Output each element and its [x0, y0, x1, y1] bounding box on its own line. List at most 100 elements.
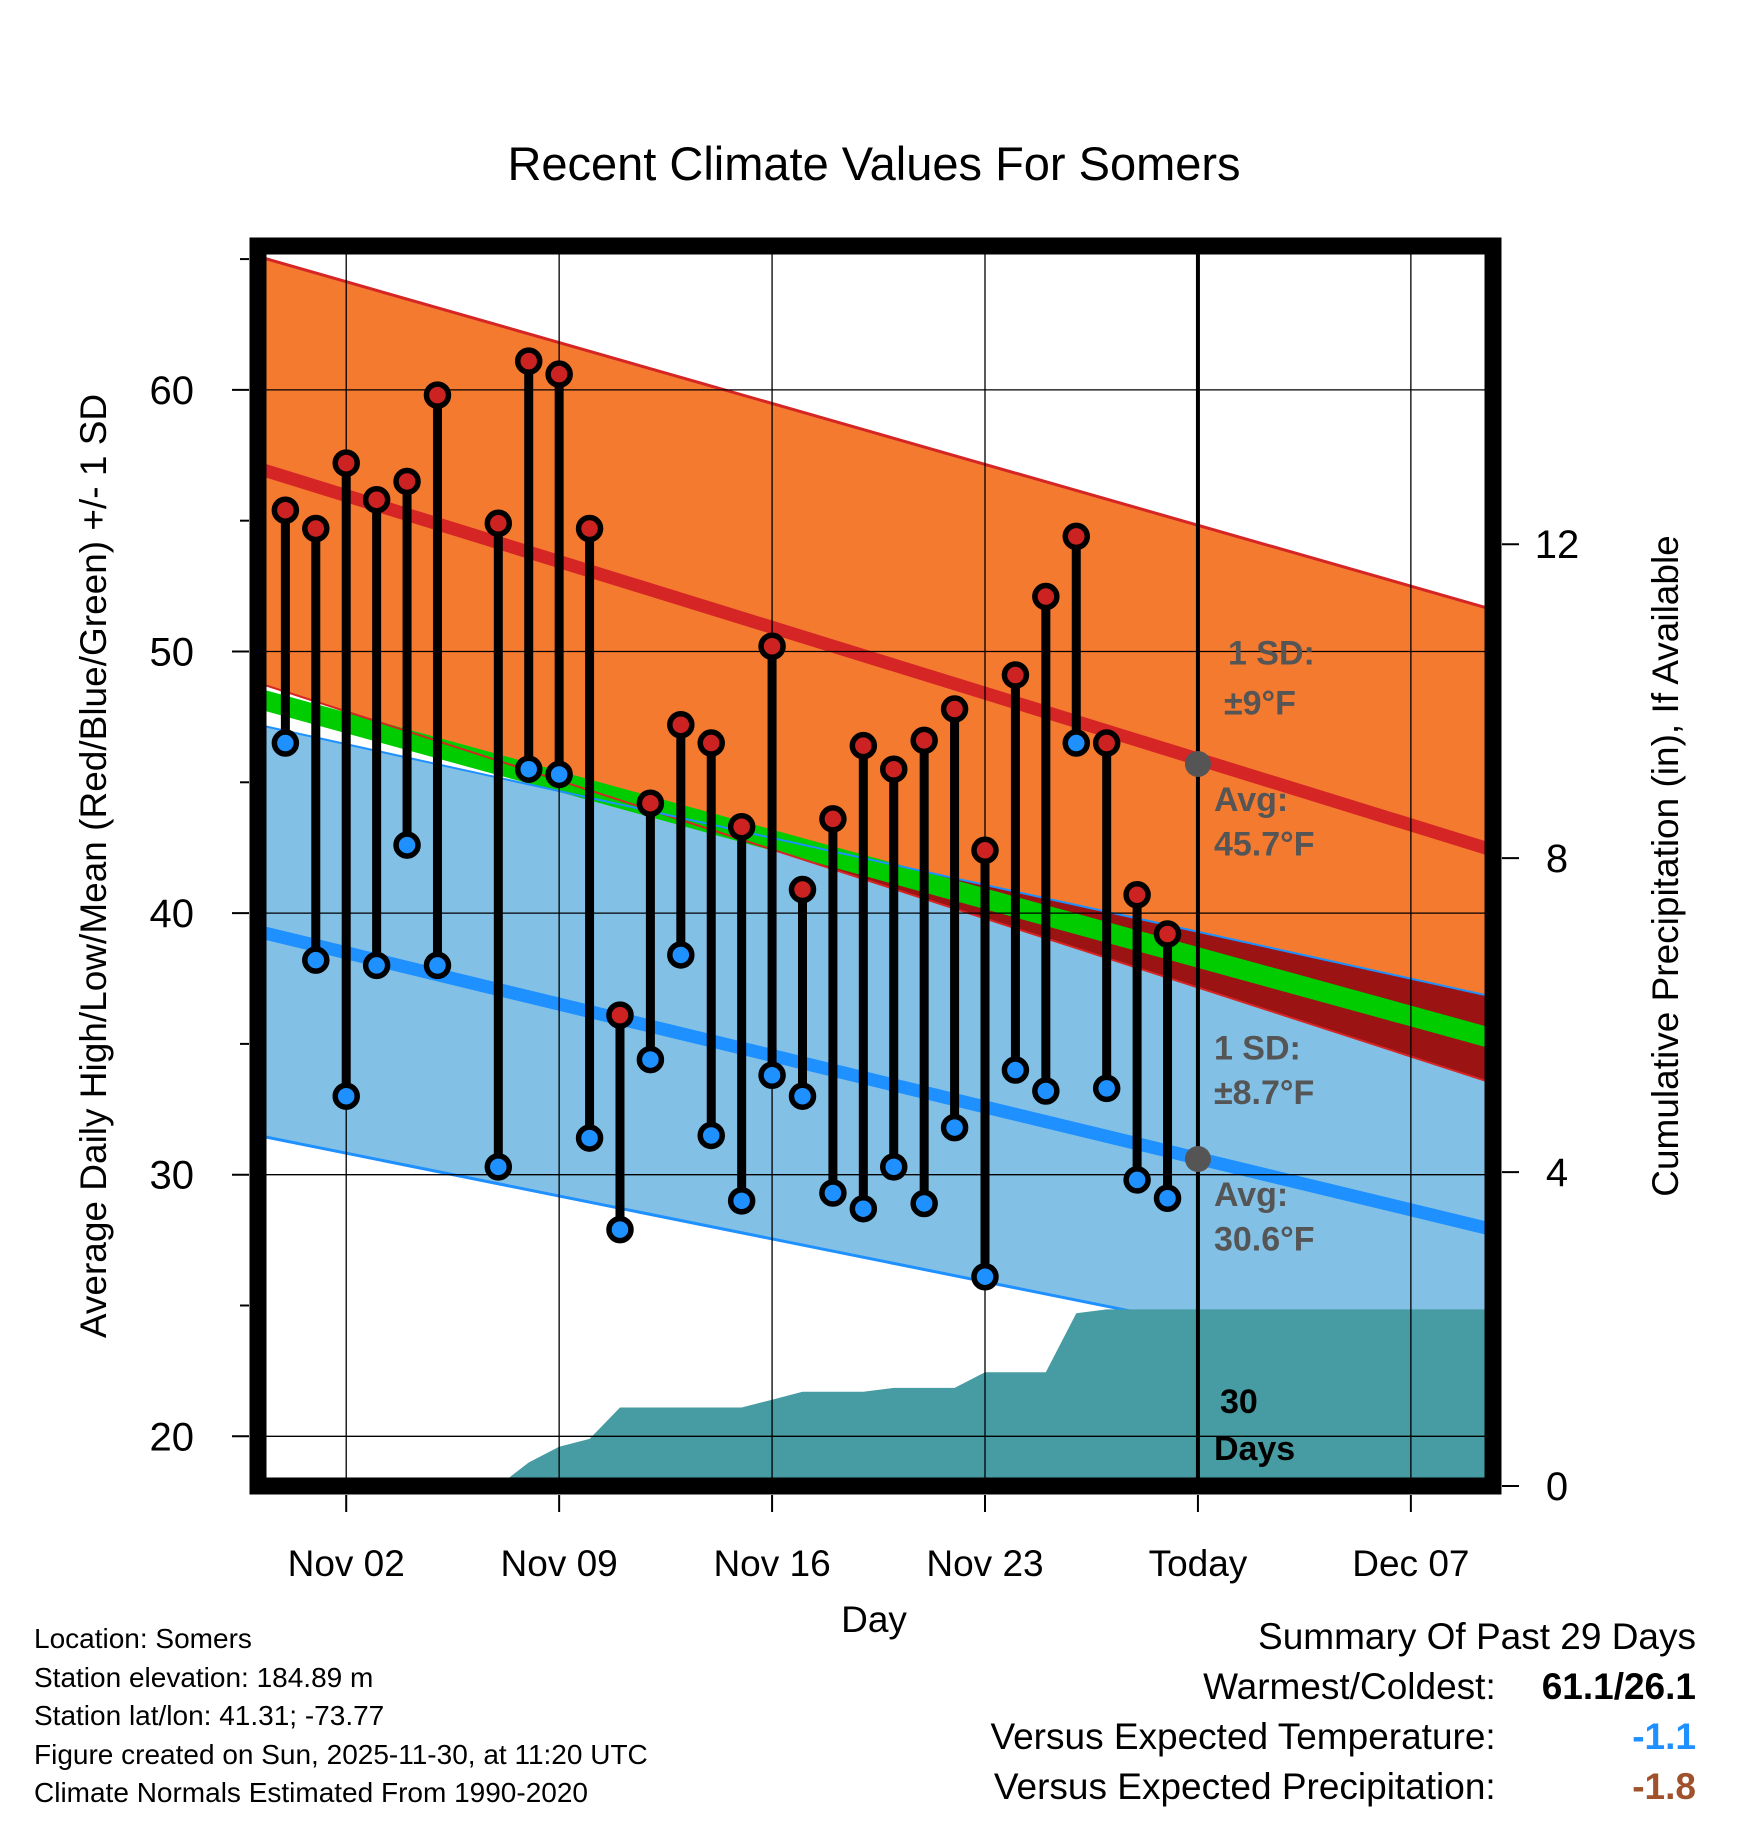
elevation-text: Station elevation: 184.89 m — [34, 1661, 374, 1693]
observed-high-point — [849, 731, 878, 760]
x-tick-label: Today — [1149, 1543, 1248, 1584]
observed-high-point — [636, 789, 665, 817]
observed-low-point — [332, 1082, 360, 1110]
observed-low-point — [727, 1187, 756, 1215]
temp-label: Versus Expected Temperature: — [990, 1716, 1496, 1757]
observed-low-point — [636, 1045, 665, 1074]
observed-high-point — [545, 360, 573, 388]
high-sd-band — [258, 256, 1493, 1084]
low-sd-label: 1 SD: — [1214, 1030, 1301, 1068]
observed-low-point — [575, 1124, 604, 1152]
station-info: Location: Somers Station elevation: 184.… — [34, 1620, 648, 1813]
latlon-text: Station lat/lon: 41.31; -73.77 — [34, 1700, 385, 1731]
created-text: Figure created on Sun, 2025-11-30, at 11… — [34, 1738, 648, 1770]
observed-high-point — [910, 726, 938, 755]
observed-low-point — [788, 1082, 817, 1110]
observed-high-point — [819, 805, 847, 833]
plot-frame — [249, 237, 1502, 1495]
observed-low-point — [819, 1179, 847, 1207]
observed-low-point — [1062, 729, 1091, 757]
observed-high-point — [758, 632, 786, 661]
observed-high-point — [484, 509, 513, 538]
low-avg-label: Avg: — [1214, 1176, 1288, 1214]
observed-low-point — [484, 1153, 513, 1181]
precip-label-days: Days — [1214, 1430, 1295, 1468]
today-low-avg-marker — [1184, 1145, 1211, 1172]
observed-temperatures — [271, 347, 1182, 1291]
low-avg-value: 30.6°F — [1214, 1221, 1315, 1259]
location-text: Location: Somers — [34, 1623, 252, 1654]
observed-high-point — [302, 514, 330, 543]
summary-title: Summary Of Past 29 Days — [1258, 1616, 1696, 1657]
observed-high-point — [971, 836, 999, 865]
observed-high-point — [1153, 920, 1182, 948]
high-sd-lower-line — [258, 681, 1493, 1085]
observed-low-point — [514, 755, 543, 783]
temp-value: -1.1 — [1632, 1716, 1696, 1757]
y2-tick-label: 4 — [1546, 1151, 1568, 1195]
observed-high-point — [788, 875, 817, 904]
observed-low-point — [1001, 1056, 1030, 1084]
low-sd-upper-line — [258, 723, 1493, 998]
x-axis-label: Day — [841, 1599, 907, 1640]
observed-high-point — [1062, 522, 1091, 551]
high-avg-value: 45.7°F — [1214, 826, 1315, 864]
y2-tick-label: 12 — [1535, 523, 1580, 567]
high-sd-label: 1 SD: — [1228, 635, 1315, 673]
warm-cold-label: Warmest/Coldest: — [1203, 1666, 1496, 1707]
high-sd-value: ±9°F — [1224, 684, 1296, 722]
observed-low-point — [302, 946, 330, 974]
precip-value: -1.8 — [1632, 1766, 1696, 1807]
normals-text: Climate Normals Estimated From 1990-2020 — [34, 1777, 588, 1808]
plot-area — [258, 255, 1493, 1486]
observed-low-point — [1123, 1166, 1151, 1194]
observed-low-point — [758, 1061, 786, 1090]
observed-low-point — [423, 951, 452, 980]
observed-low-point — [545, 760, 573, 789]
y-tick-label: 30 — [150, 1154, 195, 1198]
observed-low-point — [606, 1215, 634, 1244]
high-sd-upper-line — [258, 255, 1493, 612]
today-high-avg-marker — [1184, 750, 1211, 777]
observed-low-point — [849, 1194, 878, 1223]
x-tick-label: Nov 09 — [501, 1543, 618, 1584]
y-tick-label: 20 — [150, 1415, 195, 1459]
warm-cold-value: 61.1/26.1 — [1541, 1666, 1696, 1707]
observed-high-point — [514, 347, 543, 375]
observed-high-point — [727, 813, 756, 841]
y2-tick-label: 0 — [1546, 1465, 1568, 1509]
precip-row: Versus Expected Precipitation: -1.8 — [990, 1762, 1696, 1812]
observed-low-point — [271, 729, 300, 757]
observed-low-point — [697, 1121, 725, 1150]
observed-low-point — [393, 831, 421, 859]
observed-high-point — [1001, 661, 1030, 689]
observed-high-point — [362, 486, 391, 514]
low-sd-value: ±8.7°F — [1214, 1074, 1314, 1112]
observed-low-point — [1032, 1077, 1060, 1105]
warm-cold-row: Warmest/Coldest: 61.1/26.1 — [990, 1662, 1696, 1712]
y2-tick-label: 8 — [1546, 837, 1568, 881]
observed-high-point — [1032, 582, 1060, 611]
observed-low-point — [1092, 1074, 1121, 1103]
y-tick-label: 40 — [150, 892, 195, 936]
x-tick-label: Dec 07 — [1352, 1543, 1469, 1584]
normal-low-line — [258, 925, 1493, 1236]
precip-label-count: 30 — [1220, 1383, 1258, 1421]
precipitation-area — [285, 1309, 1493, 1486]
observed-high-point — [271, 496, 300, 524]
y-tick-label: 50 — [150, 630, 195, 674]
x-tick-label: Nov 02 — [288, 1543, 405, 1584]
y-tick-label: 60 — [150, 369, 195, 413]
observed-high-point — [940, 695, 969, 723]
precip-label: Versus Expected Precipitation: — [993, 1766, 1496, 1807]
observed-high-point — [667, 710, 695, 739]
normal-high-line — [258, 462, 1493, 857]
observed-low-point — [910, 1189, 938, 1218]
observed-high-point — [332, 449, 360, 477]
annotations: 1 SD: ±9°F Avg: 45.7°F 1 SD: ±8.7°F Avg: 30.6°F… — [1184, 635, 1315, 1468]
observed-high-point — [1123, 881, 1151, 909]
summary-panel: Summary Of Past 29 Days Warmest/Coldest:… — [990, 1612, 1696, 1812]
observed-high-point — [423, 381, 452, 409]
